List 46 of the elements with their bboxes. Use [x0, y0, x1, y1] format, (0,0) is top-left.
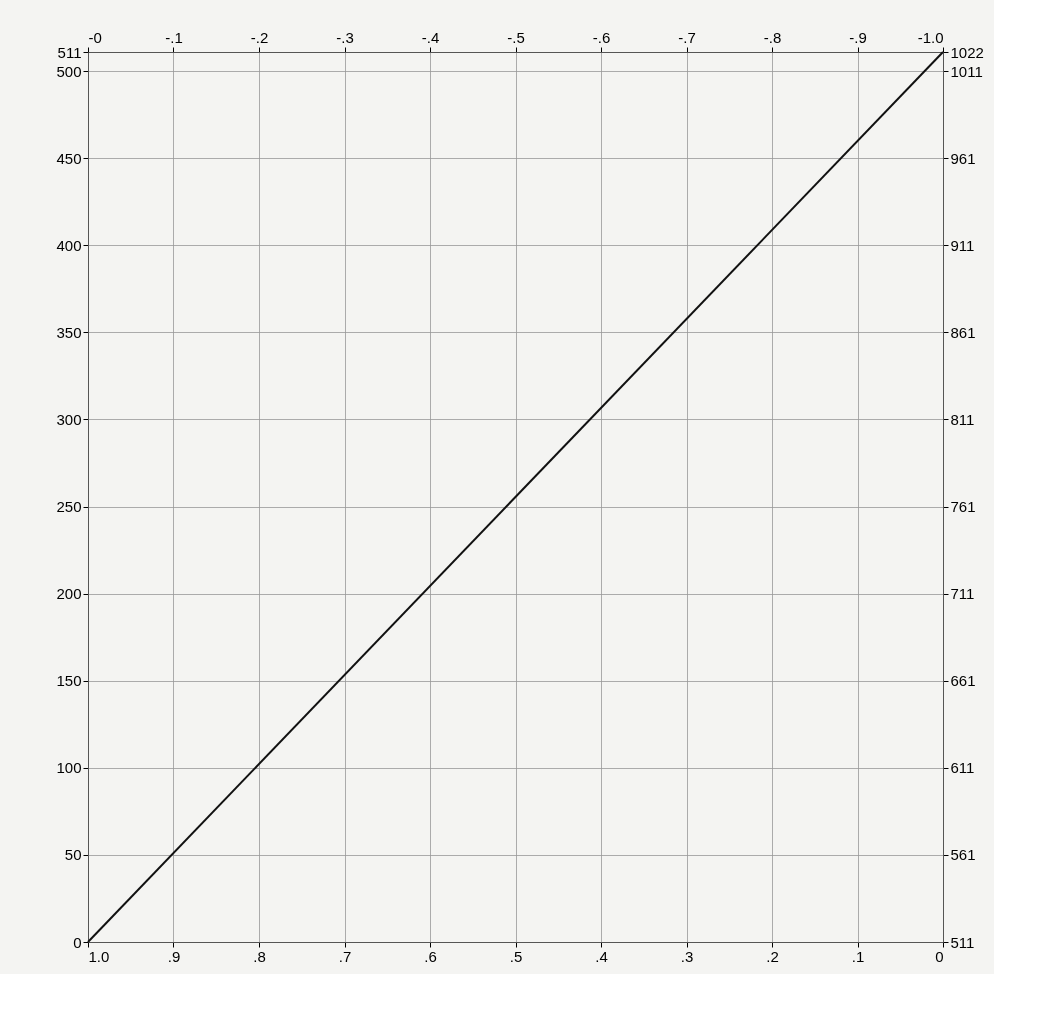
x2-tick-label: -.2 — [250, 28, 269, 46]
x2-tick-label: -.8 — [763, 28, 782, 46]
x2-tick-label: -.4 — [421, 28, 440, 46]
y2-tick-label: 711 — [950, 585, 975, 603]
x2-tick-label: -0 — [88, 28, 102, 46]
y2-tick-label: 661 — [950, 672, 976, 690]
y-tick-label: 50 — [64, 846, 82, 864]
y-tick-label: 450 — [56, 149, 82, 167]
x-tick-label: .2 — [766, 947, 779, 965]
x-tick-label: .1 — [851, 947, 865, 965]
y2-tick-label: 611 — [950, 759, 975, 777]
y-tick-label: 350 — [56, 323, 82, 341]
y-tick-label: 200 — [56, 585, 82, 603]
x-tick-label: .6 — [424, 947, 437, 965]
y2-tick-label: 811 — [950, 411, 975, 428]
y2-tick-label: 961 — [950, 149, 976, 167]
x-tick-label: .3 — [680, 947, 694, 965]
y2-tick-label: 911 — [950, 236, 975, 254]
x2-tick-label: -.7 — [678, 28, 696, 46]
x-tick-label: .7 — [338, 947, 352, 965]
y2-tick-label: 1022 — [950, 43, 984, 61]
y-tick-label: 0 — [73, 933, 82, 951]
x2-tick-label: -.6 — [592, 28, 611, 46]
y2-tick-label: 1011 — [950, 62, 983, 80]
x2-tick-label: -.3 — [336, 28, 354, 46]
x-tick-label: 0 — [935, 947, 944, 965]
x2-tick-label: -.9 — [849, 28, 867, 46]
x-tick-label: 1.0 — [88, 947, 110, 965]
y-tick-label: 100 — [56, 759, 82, 777]
y-tick-label: 250 — [56, 498, 82, 516]
y-tick-label: 150 — [56, 672, 82, 690]
x-tick-label: .9 — [167, 947, 181, 965]
y2-tick-label: 861 — [950, 323, 976, 341]
x-tick-label: .4 — [595, 947, 608, 965]
x2-tick-label: -.5 — [507, 28, 525, 46]
y-tick-label: 400 — [56, 236, 82, 254]
y2-tick-label: 761 — [950, 498, 976, 516]
y-tick-label: 300 — [56, 411, 82, 428]
x-tick-label: .8 — [253, 947, 266, 965]
y-tick-label: 500 — [56, 62, 82, 80]
y2-tick-label: 511 — [950, 933, 975, 951]
y2-tick-label: 561 — [950, 846, 976, 864]
x-tick-label: .5 — [509, 947, 523, 965]
y-tick-label: 511 — [57, 43, 82, 61]
x2-tick-label: -1.0 — [917, 28, 944, 46]
x2-tick-label: -.1 — [165, 28, 183, 46]
